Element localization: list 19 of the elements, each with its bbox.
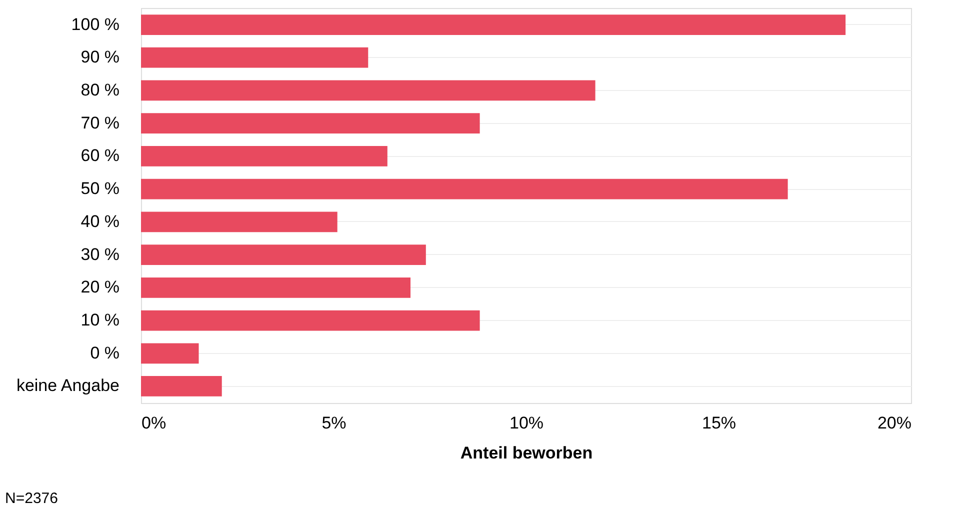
y-tick-label: 10 % — [80, 310, 120, 330]
x-tick-label: 0% — [142, 414, 166, 432]
y-tick-label: 0 % — [90, 343, 120, 362]
x-axis-title: Anteil beworben — [460, 444, 593, 462]
y-tick-label: keine Angabe — [16, 376, 120, 396]
x-tick-label: 10% — [509, 414, 544, 432]
y-tick-label: 90 % — [80, 48, 120, 67]
text: N=2376 — [5, 490, 58, 507]
y-tick-label: 60 % — [80, 146, 120, 166]
y-tick-label: 50 % — [80, 179, 120, 198]
x-tick-label: 5% — [322, 414, 346, 432]
y-tick-label: 80 % — [80, 80, 120, 100]
x-tick-label: 20% — [877, 414, 912, 432]
y-tick-label: 70 % — [80, 113, 120, 132]
y-tick-label: 100 % — [71, 14, 120, 34]
x-tick-label: 15% — [702, 414, 736, 432]
y-tick-label: 30 % — [80, 244, 120, 264]
y-tick-label: 20 % — [80, 278, 120, 297]
y-tick-label: 40 % — [80, 212, 120, 231]
